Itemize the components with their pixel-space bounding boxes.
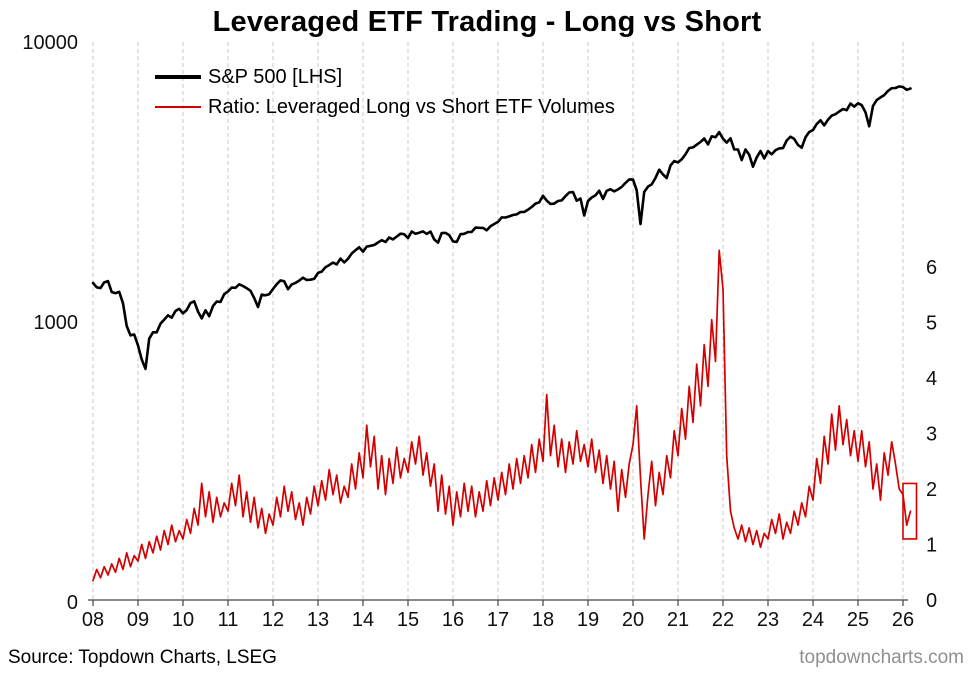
- site-credit: topdowncharts.com: [799, 647, 964, 668]
- legend-label-ratio: Ratio: Leveraged Long vs Short ETF Volum…: [208, 95, 615, 118]
- svg-text:2: 2: [926, 479, 937, 501]
- svg-text:17: 17: [487, 609, 509, 631]
- svg-text:25: 25: [847, 609, 869, 631]
- svg-text:3: 3: [926, 424, 937, 446]
- legend-label-sp500: S&P 500 [LHS]: [208, 65, 343, 88]
- svg-text:16: 16: [442, 609, 464, 631]
- svg-text:13: 13: [307, 609, 329, 631]
- svg-text:1: 1: [926, 535, 937, 557]
- svg-text:21: 21: [667, 609, 689, 631]
- svg-text:09: 09: [127, 609, 149, 631]
- chart-title: Leveraged ETF Trading - Long vs Short: [212, 6, 762, 38]
- svg-text:4: 4: [926, 368, 937, 390]
- svg-text:19: 19: [577, 609, 599, 631]
- legend-item-sp500: S&P 500 [LHS]: [155, 62, 615, 92]
- svg-text:23: 23: [757, 609, 779, 631]
- sp500-line-swatch: [155, 75, 201, 79]
- svg-text:12: 12: [262, 609, 284, 631]
- svg-text:26: 26: [892, 609, 914, 631]
- svg-text:10000: 10000: [22, 32, 78, 54]
- source-note: Source: Topdown Charts, LSEG: [8, 647, 277, 668]
- svg-text:0: 0: [926, 590, 937, 612]
- svg-text:5: 5: [926, 313, 937, 335]
- svg-text:0: 0: [67, 592, 78, 614]
- svg-text:22: 22: [712, 609, 734, 631]
- svg-text:6: 6: [926, 257, 937, 279]
- svg-text:1000: 1000: [34, 312, 79, 334]
- svg-text:08: 08: [82, 609, 104, 631]
- svg-text:24: 24: [802, 609, 824, 631]
- footer: Source: Topdown Charts, LSEG topdownchar…: [0, 647, 974, 669]
- svg-text:18: 18: [532, 609, 554, 631]
- svg-text:11: 11: [218, 609, 239, 631]
- svg-text:15: 15: [397, 609, 419, 631]
- legend: S&P 500 [LHS] Ratio: Leveraged Long vs S…: [155, 62, 615, 122]
- svg-text:14: 14: [352, 609, 374, 631]
- svg-text:20: 20: [622, 609, 644, 631]
- svg-text:10: 10: [172, 609, 194, 631]
- legend-item-ratio: Ratio: Leveraged Long vs Short ETF Volum…: [155, 92, 615, 122]
- ratio-line-swatch: [155, 105, 201, 109]
